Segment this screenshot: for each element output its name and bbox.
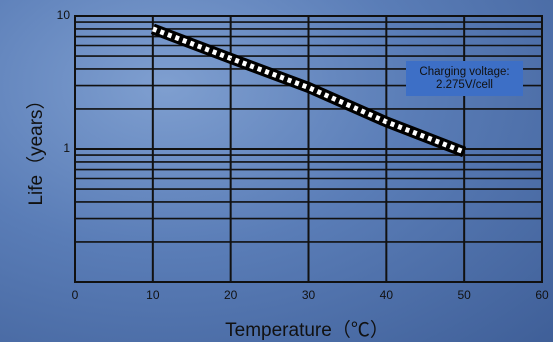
x-tick-label: 10 [146,288,160,302]
gridlines [74,15,543,283]
data-point [230,57,232,59]
annotation-layer: Charging voltage:2.275V/cell [406,61,523,96]
y-axis-label: Life（years） [25,90,47,205]
x-tick-label: 20 [224,288,238,302]
annotation-box [406,61,523,96]
data-point [463,151,465,153]
data-point [308,87,309,89]
data-point [152,28,154,30]
annotation-text: Charging voltage: [419,66,509,78]
tick-labels: 0 10 20 30 40 50 60 1 10 [57,8,549,302]
x-tick-label: 40 [380,288,394,302]
x-tick-label: 60 [535,288,549,302]
annotation-text: 2.275V/cell [436,79,493,91]
x-tick-label: 30 [302,288,316,302]
series-layer [150,23,467,158]
data-point [385,121,387,123]
y-tick-label: 10 [57,8,71,22]
x-tick-label: 0 [72,288,79,302]
x-tick-label: 50 [457,288,471,302]
y-tick-label: 1 [63,141,70,155]
x-axis-label: Temperature（℃） [225,319,389,341]
